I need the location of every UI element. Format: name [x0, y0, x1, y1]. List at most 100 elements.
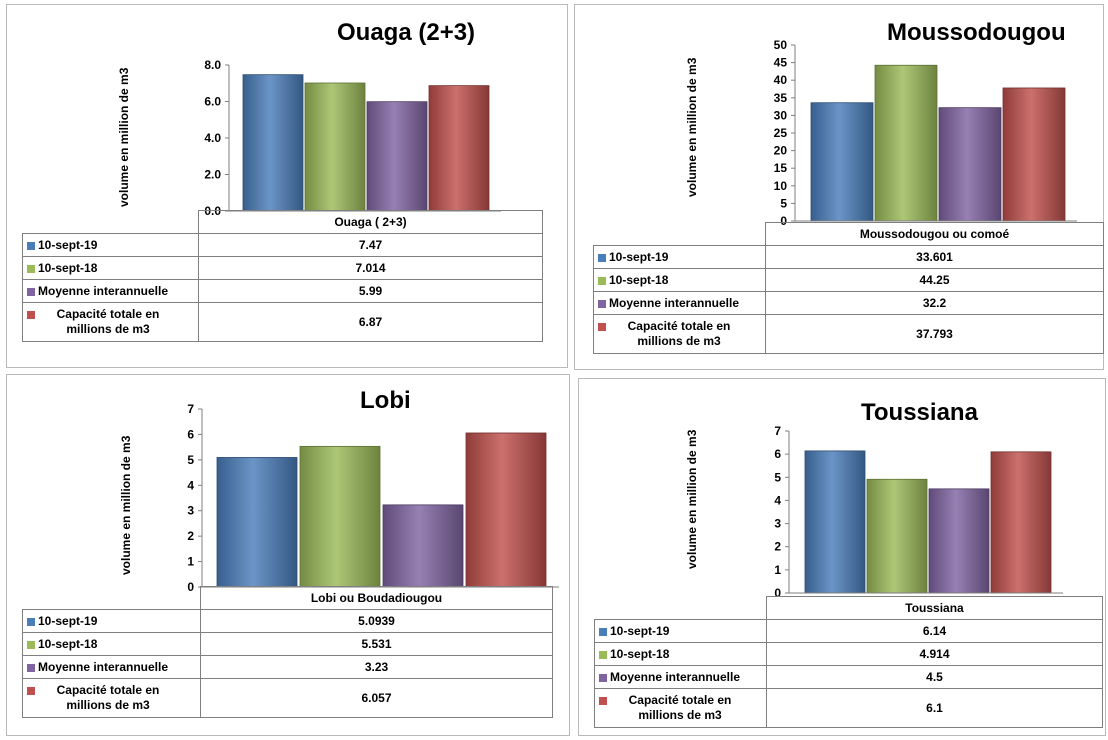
y-tick-label: 15 — [774, 161, 788, 175]
legend-swatch — [598, 299, 606, 308]
bar-moyenne — [366, 101, 428, 212]
bar-capacite — [428, 85, 490, 212]
y-tick-label: 35 — [774, 91, 788, 105]
bar-chart-plot: 0 1 2 3 4 5 6 7 — [187, 402, 559, 594]
value-cell: 5.0939 — [200, 609, 553, 633]
bar-chart-plot: 0 5 10 15 20 25 30 35 40 45 50 — [774, 38, 1077, 228]
legend-swatch — [27, 241, 35, 250]
table-corner — [594, 223, 766, 246]
y-tick-label: 0 — [774, 586, 781, 600]
y-tick-label: 6 — [187, 427, 194, 441]
bar-sept-19 — [804, 450, 866, 594]
legend-cell: 10-sept-19 — [593, 245, 766, 269]
y-tick-label: 1 — [774, 563, 781, 577]
legend-swatch — [27, 287, 35, 296]
y-tick-label: 1 — [187, 555, 194, 569]
legend-cell: 10-sept-18 — [593, 268, 766, 292]
y-tick-label: 2 — [774, 540, 781, 554]
y-tick-label: 3 — [774, 517, 781, 531]
chart-title: Moussodougou — [887, 19, 1066, 46]
legend-label: 10-sept-19 — [38, 238, 98, 252]
legend-cell: 10-sept-19 — [594, 619, 767, 643]
table-corner — [23, 211, 199, 234]
chart-title: Ouaga (2+3) — [337, 19, 476, 46]
legend-label: Moyenne interannuelle — [38, 284, 169, 298]
legend-swatch — [27, 264, 35, 273]
legend-swatch — [27, 663, 35, 672]
value-cell: 7.47 — [198, 233, 543, 257]
category-label: Ouaga ( 2+3) — [198, 210, 543, 234]
value-cell: 6.14 — [766, 619, 1103, 643]
legend-label: 10-sept-18 — [609, 273, 669, 287]
y-tick-label: 50 — [774, 38, 788, 52]
y-tick-label: 7 — [774, 424, 781, 438]
legend-label: Moyenne interannuelle — [610, 670, 741, 684]
value-cell: 3.23 — [200, 655, 553, 679]
y-tick-label: 20 — [774, 144, 788, 158]
y-tick-label: 5 — [774, 470, 781, 484]
data-table: Ouaga ( 2+3) 10-sept-19 7.47 10-sept-18 … — [22, 210, 543, 342]
y-tick-label: 5 — [780, 196, 787, 210]
bar-sept-18 — [304, 82, 366, 212]
legend-swatch — [598, 253, 606, 262]
legend-swatch — [27, 640, 35, 649]
y-tick-label: 45 — [774, 56, 788, 70]
legend-label: 10-sept-18 — [38, 261, 98, 275]
value-cell: 44.25 — [765, 268, 1104, 292]
value-cell: 5.99 — [198, 279, 543, 303]
legend-label: Capacité totale en millions de m3 — [627, 319, 731, 348]
bar-sept-19 — [242, 74, 304, 212]
y-tick-label: 0 — [187, 580, 194, 594]
bar-sept-19 — [810, 102, 874, 222]
y-tick-label: 8.0 — [204, 58, 221, 72]
value-cell: 37.793 — [765, 314, 1104, 354]
table-corner — [595, 597, 767, 620]
legend-label: 10-sept-19 — [610, 624, 670, 638]
legend-swatch — [27, 311, 35, 319]
legend-label: Capacité totale en millions de m3 — [628, 693, 732, 722]
bar-capacite — [1002, 87, 1066, 222]
bar-moyenne — [928, 488, 990, 594]
legend-cell: 10-sept-19 — [22, 233, 199, 257]
y-tick-label: 2 — [187, 529, 194, 543]
table-corner — [23, 587, 201, 610]
legend-swatch — [27, 617, 35, 626]
legend-cell: Moyenne interannuelle — [22, 655, 201, 679]
chart-title: Lobi — [360, 387, 411, 414]
legend-label: 10-sept-19 — [38, 614, 98, 628]
value-cell: 4.5 — [766, 665, 1103, 689]
legend-cell: 10-sept-19 — [22, 609, 201, 633]
y-tick-label: 25 — [774, 126, 788, 140]
bar-moyenne — [382, 504, 464, 588]
bar-moyenne — [938, 107, 1002, 222]
bar-chart-plot: 0 1 2 3 4 5 6 7 — [774, 424, 1063, 600]
y-tick-label: 4 — [187, 478, 194, 492]
value-cell: 7.014 — [198, 256, 543, 280]
legend-swatch — [598, 323, 606, 331]
data-table: Moussodougou ou comoé 10-sept-19 33.601 … — [593, 222, 1104, 354]
legend-label: Moyenne interannuelle — [609, 296, 740, 310]
value-cell: 32.2 — [765, 291, 1104, 315]
category-label: Moussodougou ou comoé — [765, 222, 1104, 246]
y-tick-label: 4 — [774, 493, 781, 507]
bar-sept-18 — [874, 64, 938, 222]
value-cell: 4.914 — [766, 642, 1103, 666]
value-cell: 33.601 — [765, 245, 1104, 269]
y-tick-label: 30 — [774, 108, 788, 122]
chart-panel-ouaga: Ouaga (2+3) volume en million de m3 0.0 2… — [6, 4, 568, 368]
legend-cell: Capacité totale en millions de m3 — [594, 688, 767, 728]
chart-title: Toussiana — [861, 399, 978, 426]
legend-cell: Moyenne interannuelle — [594, 665, 767, 689]
value-cell: 5.531 — [200, 632, 553, 656]
legend-cell: Capacité totale en millions de m3 — [22, 302, 199, 342]
legend-label: 10-sept-19 — [609, 250, 669, 264]
value-cell: 6.1 — [766, 688, 1103, 728]
legend-cell: 10-sept-18 — [22, 256, 199, 280]
legend-cell: Moyenne interannuelle — [593, 291, 766, 315]
bar-sept-18 — [866, 478, 928, 594]
legend-swatch — [27, 687, 35, 695]
legend-label: Moyenne interannuelle — [38, 660, 169, 674]
